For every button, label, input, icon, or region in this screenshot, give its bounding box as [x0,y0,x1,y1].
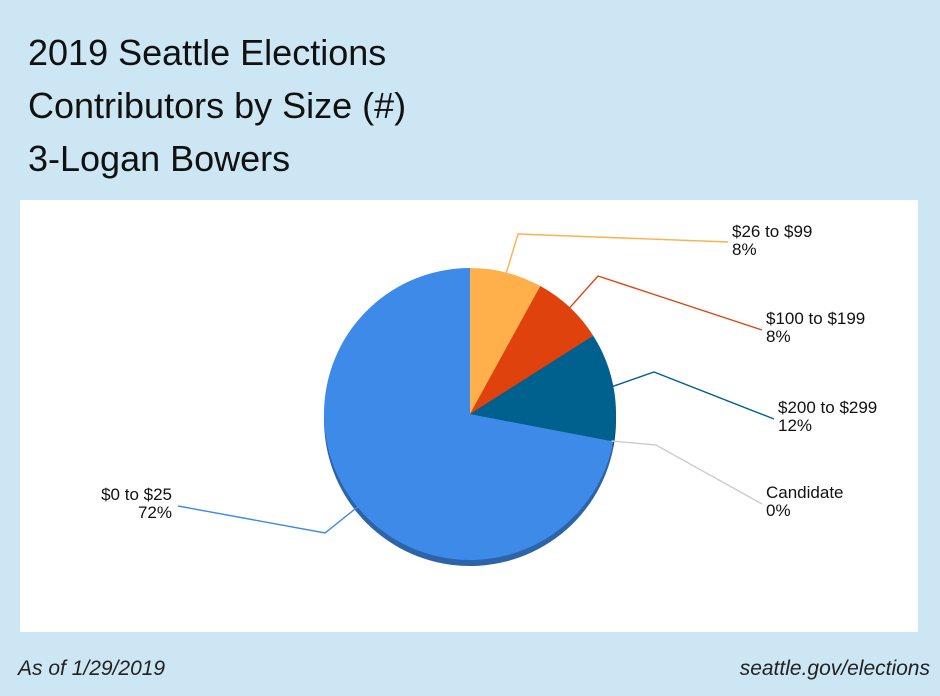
as-of-date: As of 1/29/2019 [18,657,166,680]
slice-percent-0-to-25: 72% [138,503,172,522]
leader-line-200-to-299 [610,371,775,420]
slice-percent-200-to-299: 12% [778,416,812,435]
slice-label-0-to-25: $0 to $25 [101,485,172,504]
slice-label-200-to-299: $200 to $299 [778,398,877,417]
slice-label-26-to-99: $26 to $99 [732,222,812,241]
slice-label-100-to-199: $100 to $199 [766,309,865,328]
slice-percent-26-to-99: 8% [732,240,757,259]
pie-slice-0-to-25[interactable] [323,268,614,560]
slice-percent-candidate: 0% [766,501,791,520]
chart-title: 2019 Seattle Elections Contributors by S… [28,26,406,185]
pie-slice-200-to-299[interactable] [470,335,616,442]
title-line-3: 3-Logan Bowers [28,138,291,179]
leader-line-candidate [611,440,763,505]
title-line-1: 2019 Seattle Elections [28,32,387,73]
pie-slice-100-to-199[interactable] [470,286,594,414]
leader-line-0-to-25 [177,504,361,534]
leader-line-26-to-99 [504,233,729,276]
pie-slice-26-to-99[interactable] [470,268,541,414]
slice-label-candidate: Candidate [766,483,844,502]
source-link[interactable]: seattle.gov/elections [739,657,930,680]
slice-percent-100-to-199: 8% [766,327,791,346]
chart-panel: $0 to $25 72% $26 to $99 8% $100 to $199 8% $2… [20,200,918,632]
title-line-2: Contributors by Size (#) [28,85,407,126]
leader-line-100-to-199 [567,275,763,331]
